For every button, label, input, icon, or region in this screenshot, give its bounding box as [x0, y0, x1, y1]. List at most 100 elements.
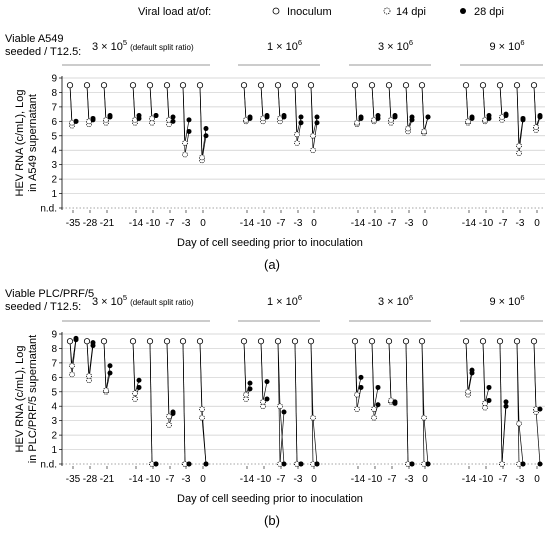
point-inoculum: [257, 338, 265, 345]
y-axis-label: HEV RNA (c/mL), Login PLC/PRF/5 supernat…: [14, 335, 39, 463]
connector-line: [501, 401, 507, 465]
point-28dpi: [73, 335, 79, 341]
x-tick-label: -3: [294, 218, 303, 229]
point-14dpi: [103, 387, 109, 394]
group-title-base: 9 × 10: [490, 41, 521, 53]
point-inoculum: [385, 82, 393, 89]
connector-line: [199, 85, 203, 158]
connector-line: [533, 85, 537, 128]
connector-line: [277, 341, 281, 407]
point-inoculum: [196, 82, 204, 89]
connector-line: [86, 341, 90, 376]
group-title-exponent: 6: [409, 293, 413, 302]
y-tick-label: 8: [51, 344, 57, 355]
x-tick-label: -10: [257, 474, 272, 485]
x-tick-label: 0: [422, 474, 428, 485]
connector-line: [166, 85, 170, 120]
point-28dpi: [281, 461, 287, 467]
connector-line: [166, 341, 170, 417]
point-28dpi: [409, 114, 415, 120]
connector-line: [105, 365, 111, 391]
point-inoculum: [240, 338, 248, 345]
point-inoculum: [83, 338, 91, 345]
point-inoculum: [307, 338, 315, 345]
x-tick-label: -3: [294, 474, 303, 485]
point-28dpi: [186, 117, 192, 123]
point-14dpi: [354, 119, 360, 126]
y-tick-label: 7: [51, 102, 57, 113]
point-inoculum: [100, 338, 108, 345]
connector-line: [465, 85, 469, 122]
connector-line: [199, 341, 203, 410]
point-inoculum: [479, 338, 487, 345]
y-tick-label: 6: [51, 117, 57, 128]
x-tick-label: 0: [311, 218, 317, 229]
connector-line: [260, 85, 264, 119]
point-14dpi: [499, 461, 505, 467]
point-28dpi: [358, 114, 364, 120]
point-inoculum: [351, 338, 359, 345]
x-tick-label: -14: [351, 218, 366, 229]
point-14dpi: [405, 125, 411, 132]
legend-item-28dpi: 28 dpi: [474, 6, 504, 18]
point-14dpi: [310, 147, 316, 154]
connector-line: [71, 338, 77, 366]
point-14dpi: [199, 406, 205, 413]
point-14dpi: [166, 413, 172, 420]
connector-line: [388, 341, 392, 401]
point-inoculum: [402, 338, 410, 345]
point-inoculum: [66, 338, 74, 345]
point-14dpi: [294, 131, 300, 138]
point-28dpi: [281, 409, 287, 415]
y-tick-label: 3: [51, 160, 57, 171]
connector-line: [465, 341, 469, 392]
point-inoculum: [146, 82, 154, 89]
connector-line: [69, 85, 73, 123]
connector-line: [354, 85, 358, 123]
connector-line: [310, 341, 314, 465]
point-14dpi: [260, 403, 266, 410]
point-28dpi: [469, 367, 475, 373]
connector-line: [421, 341, 425, 465]
x-tick-label: -3: [182, 218, 191, 229]
point-14dpi: [260, 398, 266, 405]
point-14dpi: [182, 151, 188, 158]
point-14dpi: [482, 400, 488, 407]
point-inoculum: [530, 82, 538, 89]
x-tick-label: -35: [66, 218, 81, 229]
legend: Viral load at/of: Inoculum 14 dpi 28 dpi: [138, 6, 504, 18]
point-28dpi: [247, 114, 253, 120]
connector-line: [88, 342, 94, 376]
point-inoculum: [179, 82, 187, 89]
point-14dpi: [516, 420, 522, 427]
connector-line: [149, 341, 153, 465]
y-axis-label-line2: in A549 supernatant: [27, 94, 39, 192]
y-axis-label-line2: in PLC/PRF/5 supernatant: [27, 335, 39, 463]
group-title: 1 × 106: [267, 38, 302, 53]
connector-line: [279, 406, 285, 465]
point-14dpi: [149, 115, 155, 122]
point-inoculum: [291, 82, 299, 89]
point-14dpi: [166, 121, 172, 128]
group-title-base: 3 × 10: [92, 296, 123, 308]
group-title: 3 × 106: [378, 38, 413, 53]
point-14dpi: [421, 414, 427, 421]
y-tick-label: n.d.: [40, 204, 57, 215]
y-tick-label: 6: [51, 373, 57, 384]
connector-line: [103, 341, 107, 391]
group-title: 3 × 105(default split ratio): [92, 293, 194, 308]
point-inoculum: [240, 82, 248, 89]
point-28dpi: [203, 133, 209, 139]
point-inoculum: [129, 82, 137, 89]
point-14dpi: [199, 414, 205, 421]
point-14dpi: [132, 390, 138, 397]
point-28dpi: [264, 113, 270, 119]
connector-line: [482, 341, 486, 404]
point-28dpi: [136, 377, 142, 383]
point-14dpi: [371, 414, 377, 421]
point-28dpi: [107, 370, 113, 376]
y-tick-label: 4: [51, 402, 57, 413]
point-inoculum: [479, 82, 487, 89]
group-title-base: 1 × 10: [267, 41, 298, 53]
